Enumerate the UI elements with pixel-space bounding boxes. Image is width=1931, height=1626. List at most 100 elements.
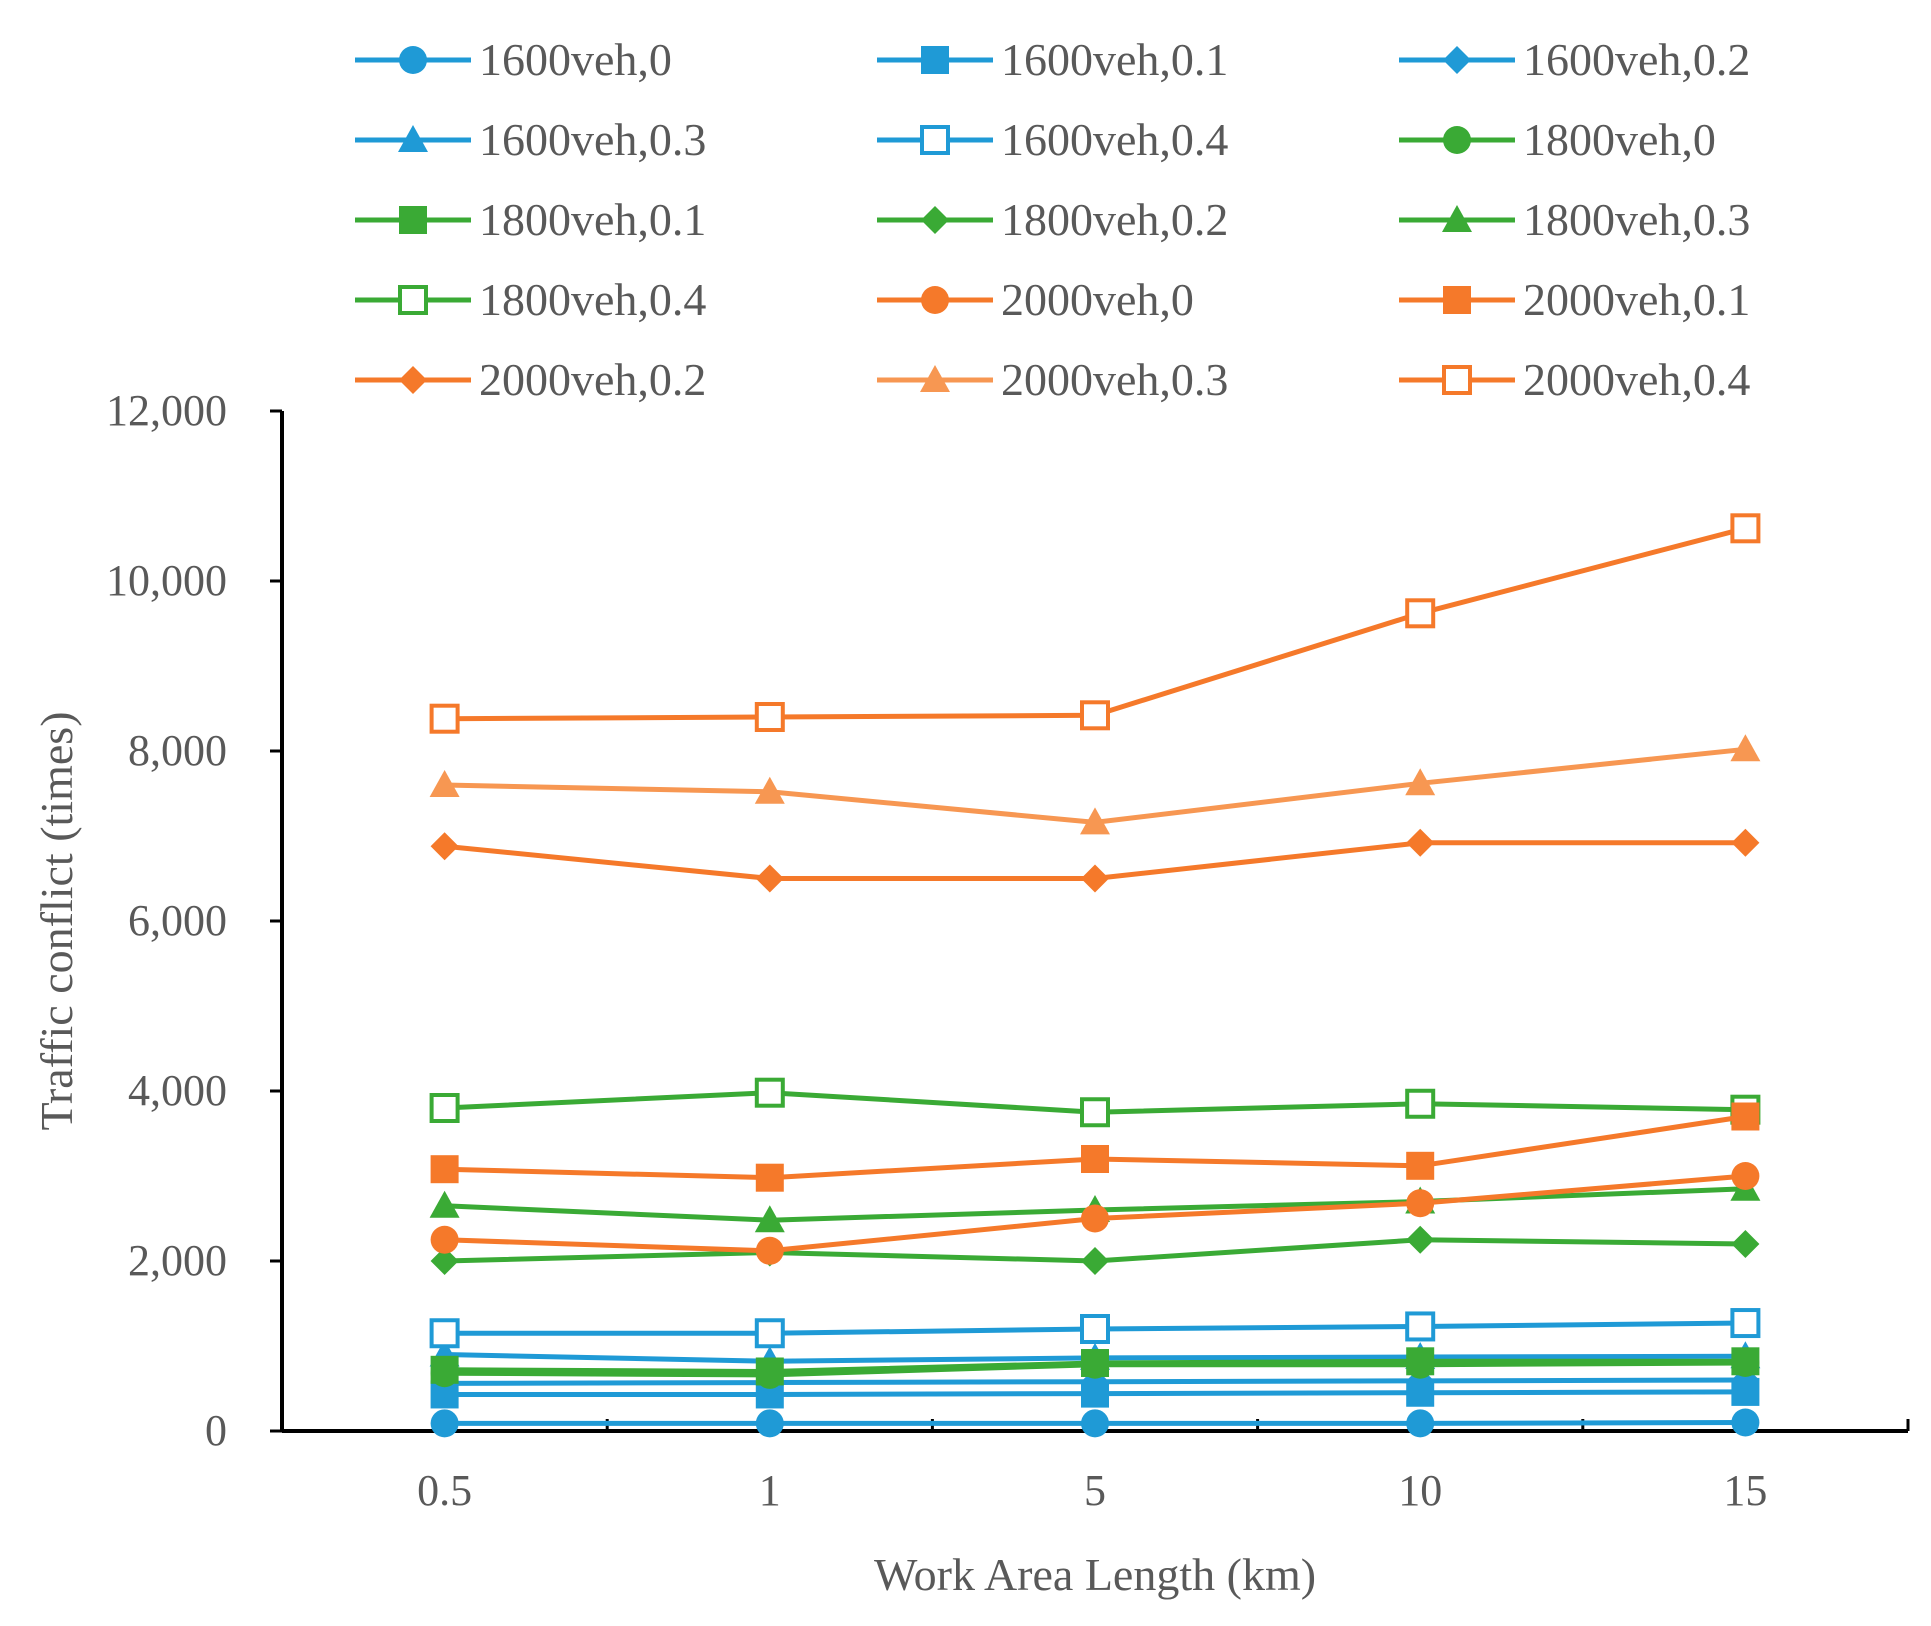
legend-label: 2000veh,0.1	[1523, 274, 1750, 325]
legend-marker	[399, 366, 427, 394]
data-point	[1406, 1151, 1435, 1180]
y-axis-ticks: 0 2,000 4,000 6,000 8,000 10,000 12,000	[106, 386, 282, 1455]
legend-marker	[399, 46, 427, 74]
data-point	[429, 1093, 460, 1123]
data-point	[754, 1205, 785, 1233]
legend-item: 1600veh,0.3	[355, 114, 706, 165]
legend-item: 1600veh,0.1	[877, 34, 1228, 85]
y-tick-label: 2,000	[128, 1236, 227, 1285]
chart-legend: 1600veh,0 1600veh,0.1 1600veh,0.2 1600veh,0…	[355, 34, 1750, 405]
series-2000veh-0-3	[429, 734, 1761, 835]
data-point	[430, 1409, 459, 1438]
data-point	[1406, 1409, 1435, 1438]
series-1800veh-0-4	[429, 1077, 1761, 1128]
data-point	[1406, 828, 1435, 857]
data-point	[1730, 513, 1761, 544]
data-point	[430, 1247, 459, 1275]
data-point	[1081, 864, 1109, 893]
legend-label: 1800veh,0.1	[479, 194, 706, 245]
legend-item: 1800veh,0.3	[1399, 194, 1750, 245]
data-point	[1730, 1308, 1761, 1339]
data-point	[430, 1225, 459, 1254]
data-point	[1080, 700, 1110, 731]
data-point	[429, 1190, 460, 1218]
legend-marker	[921, 46, 949, 74]
legend-label: 2000veh,0	[1001, 274, 1194, 325]
data-point	[1080, 1097, 1110, 1128]
data-point	[1731, 1102, 1760, 1131]
data-point	[1731, 1162, 1760, 1190]
legend-item: 1800veh,0	[1399, 114, 1716, 165]
legend-marker	[920, 125, 950, 155]
data-point	[430, 832, 459, 861]
chart-axes	[280, 411, 1908, 1433]
legend-marker	[398, 285, 428, 315]
series-2000veh-0	[430, 1162, 1760, 1265]
data-point	[429, 770, 460, 797]
legend-label: 2000veh,0.4	[1523, 354, 1750, 405]
data-point	[1731, 1347, 1760, 1376]
y-tick-label: 12,000	[106, 386, 227, 435]
data-point	[1405, 1088, 1436, 1119]
series-1600veh-0	[430, 1408, 1760, 1438]
data-point	[754, 702, 785, 732]
y-tick-label: 8,000	[128, 726, 227, 775]
x-tick-label: 1	[759, 1466, 781, 1515]
legend-label: 2000veh,0.3	[1001, 354, 1228, 405]
data-point	[1081, 1145, 1109, 1173]
data-point	[755, 1236, 784, 1265]
legend-item: 1600veh,0.2	[1399, 34, 1750, 85]
data-point	[1406, 1347, 1435, 1376]
legend-marker	[399, 206, 427, 234]
data-point	[755, 1163, 784, 1192]
data-point	[1081, 1204, 1109, 1233]
data-point	[755, 1357, 784, 1386]
legend-marker	[1443, 46, 1471, 74]
series-1800veh-0-1	[430, 1347, 1760, 1386]
legend-item: 1800veh,0.2	[877, 194, 1228, 245]
data-point	[429, 703, 460, 734]
data-point	[755, 864, 784, 893]
legend-label: 1800veh,0.2	[1001, 194, 1228, 245]
legend-marker	[1443, 286, 1471, 314]
legend-marker	[920, 365, 950, 392]
x-axis-title: Work Area Length (km)	[874, 1549, 1316, 1600]
y-tick-label: 10,000	[106, 556, 227, 605]
legend-label: 1800veh,0.4	[479, 274, 706, 325]
legend-label: 1800veh,0.3	[1523, 194, 1750, 245]
legend-marker	[1442, 205, 1472, 232]
data-point	[1406, 1225, 1435, 1254]
x-tick-label: 0.5	[417, 1466, 472, 1515]
legend-item: 2000veh,0	[877, 274, 1194, 325]
data-point	[1081, 1349, 1109, 1377]
data-point	[1081, 1247, 1109, 1275]
x-tick-label: 5	[1084, 1466, 1106, 1515]
data-point	[1406, 1189, 1435, 1218]
data-point	[754, 1077, 785, 1108]
legend-marker	[398, 125, 428, 152]
data-point	[1731, 1230, 1760, 1258]
series-1800veh-0-2	[430, 1225, 1760, 1275]
legend-label: 1600veh,0.2	[1523, 34, 1750, 85]
legend-label: 2000veh,0.2	[479, 354, 706, 405]
data-point	[1730, 734, 1761, 762]
legend-item: 2000veh,0.4	[1399, 354, 1750, 405]
legend-item: 2000veh,0.3	[877, 354, 1228, 405]
data-point	[755, 1409, 784, 1438]
series-1600veh-0-4	[429, 1308, 1761, 1349]
data-point	[1405, 598, 1436, 629]
chart-series	[429, 513, 1761, 1438]
data-point	[430, 1155, 459, 1184]
legend-item: 1600veh,0	[355, 34, 672, 85]
series-line	[444, 525, 1747, 722]
data-point	[1731, 828, 1760, 857]
legend-item: 2000veh,0.1	[1399, 274, 1750, 325]
data-point	[1081, 1409, 1109, 1438]
legend-item: 1600veh,0.4	[877, 114, 1228, 165]
legend-marker	[1442, 365, 1472, 395]
data-point	[429, 1318, 460, 1349]
legend-label: 1800veh,0	[1523, 114, 1716, 165]
legend-label: 1600veh,0.1	[1001, 34, 1228, 85]
legend-marker	[921, 286, 949, 314]
x-tick-label: 15	[1723, 1466, 1767, 1515]
